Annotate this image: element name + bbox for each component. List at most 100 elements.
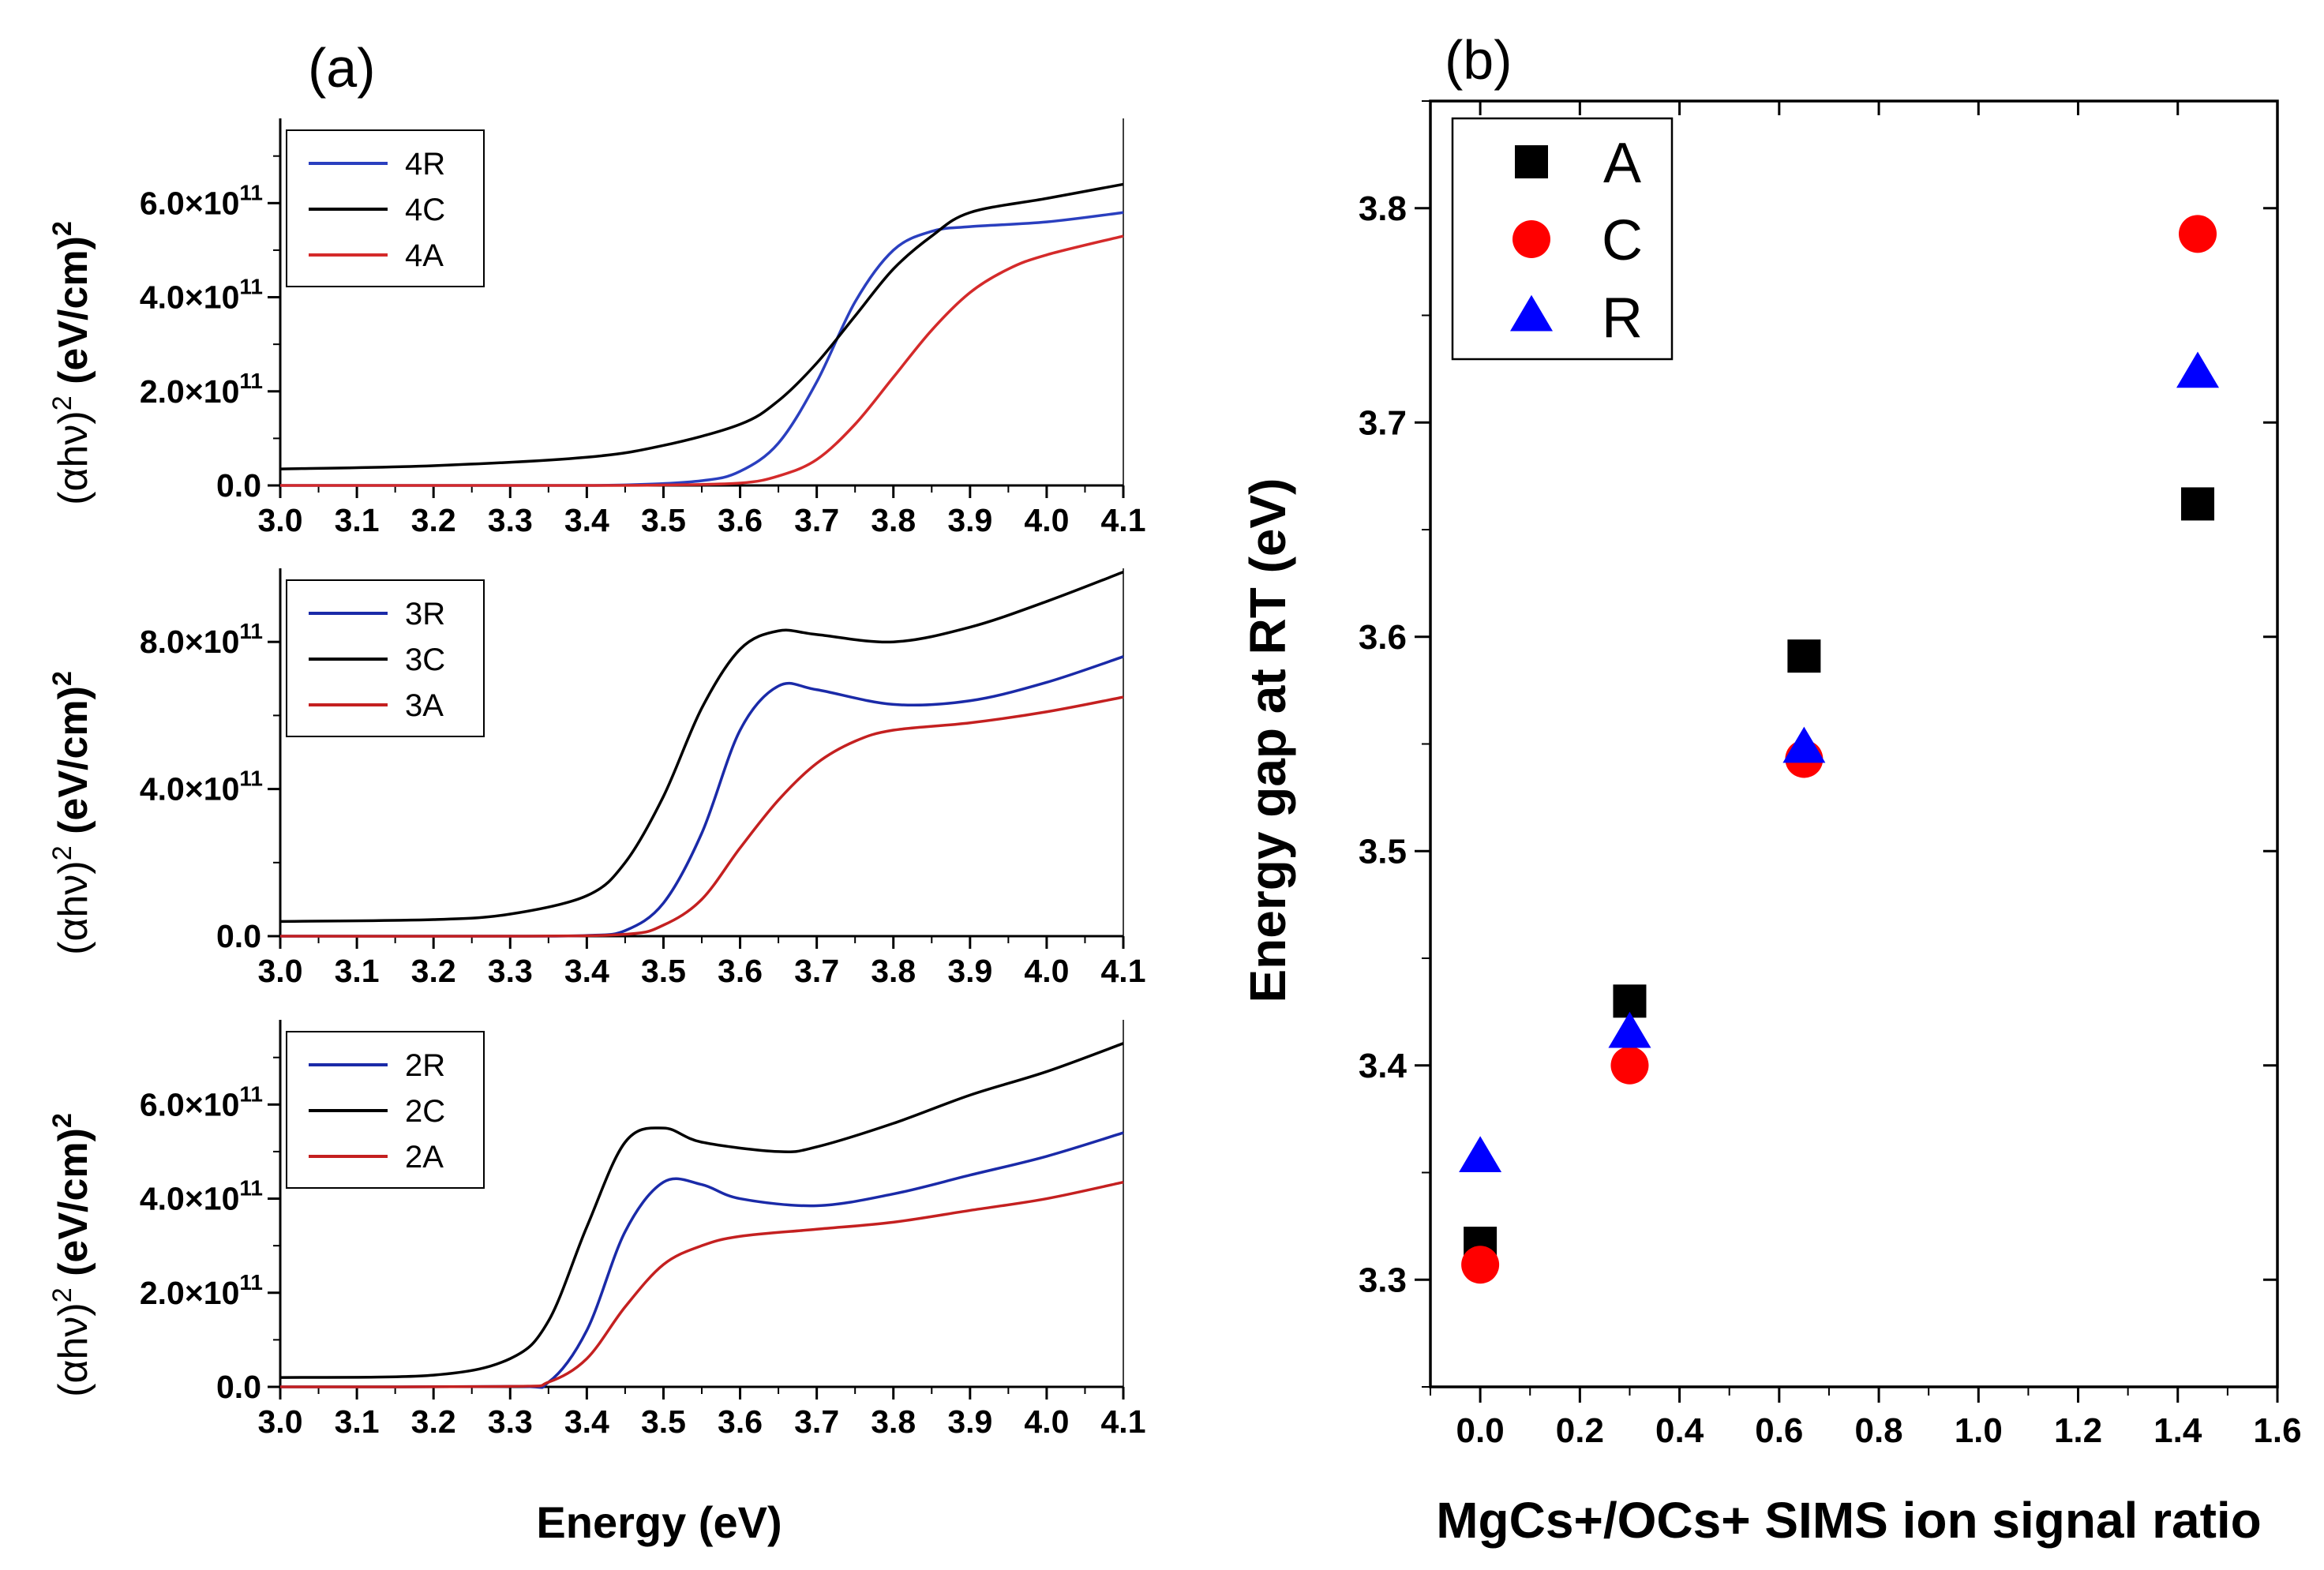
y-tick-label: 3.6: [1359, 618, 1407, 657]
y-tick-label: 6.0×1011: [140, 180, 263, 221]
y-tick-label: 3.7: [1359, 403, 1407, 442]
legend-label-2C: 2C: [405, 1094, 445, 1129]
x-tick-label: 4.1: [1101, 953, 1146, 989]
x-tick-label: 3.1: [335, 1403, 380, 1440]
x-tick-label: 3.9: [947, 502, 992, 538]
point-R: [1608, 1011, 1651, 1048]
y-tick-label: 3.8: [1359, 189, 1407, 228]
legend-label-2A: 2A: [405, 1140, 444, 1175]
point-R: [1782, 726, 1826, 763]
x-tick-label: 0.2: [1556, 1411, 1604, 1450]
x-tick-label: 0.8: [1854, 1411, 1902, 1450]
legend-marker-C: [1512, 220, 1550, 258]
legend-marker-R: [1510, 294, 1553, 332]
legend-label-3C: 3C: [405, 643, 445, 677]
x-tick-label: 3.0: [258, 502, 303, 538]
x-tick-label: 3.5: [641, 953, 686, 989]
y-tick-label: 4.0×1011: [140, 766, 263, 807]
legend-label-4C: 4C: [405, 193, 445, 227]
x-tick-label: 3.0: [258, 953, 303, 989]
series-line-3A: [279, 695, 1124, 938]
legend-label-4R: 4R: [405, 147, 445, 182]
panel-a: (a) 3.0 3.1 3.2 3.3 3.4 3.5 3.6 3.7 3.8 3.9 4.0 4.1…: [47, 37, 1146, 1547]
x-tick-label: 3.1: [335, 502, 380, 538]
scatter-plot: 0.0 0.2 0.4 0.6 0.8 1.0 1.2 1.4 1.6 3.3 3.4 3.5 3.6 3…: [1359, 99, 2302, 1450]
x-tick-label: 3.9: [947, 953, 992, 989]
legend-label-C: C: [1602, 209, 1643, 272]
y-axis-label-3: (αhν)2 (eV/cm)2: [47, 1113, 96, 1397]
x-tick-label: 3.2: [411, 502, 456, 538]
x-tick-label: 1.4: [2153, 1411, 2202, 1450]
x-tick-label: 0.6: [1755, 1411, 1803, 1450]
point-R: [1459, 1136, 1502, 1172]
x-tick-label: 0.0: [1456, 1411, 1505, 1450]
y-tick-label: 2.0×1011: [140, 369, 263, 410]
x-tick-label: 3.6: [718, 1403, 763, 1440]
x-tick-label: 3.4: [564, 953, 609, 989]
y-tick-label: 3.4: [1359, 1047, 1408, 1085]
point-C: [1461, 1246, 1500, 1284]
y-axis-label-1: (αhν)2 (eV/cm)2: [47, 221, 96, 505]
series-line-4A: [279, 234, 1124, 487]
y-tick-label: 3.5: [1359, 832, 1407, 871]
point-C: [2179, 215, 2217, 253]
x-tick-label: 3.3: [488, 502, 533, 538]
y-tick-label: 0.0: [216, 1369, 261, 1405]
x-tick-label: 3.5: [641, 1403, 686, 1440]
series-line-4C: [279, 182, 1124, 470]
x-tick-label: 1.2: [2054, 1411, 2102, 1450]
y-tick-label: 0.0: [216, 918, 261, 954]
point-A: [2181, 487, 2215, 521]
y-tick-label: 2.0×1011: [140, 1270, 263, 1311]
panel-b-label: (b): [1445, 29, 1512, 91]
y-tick-label: 8.0×1011: [140, 619, 263, 660]
legend-label-3A: 3A: [405, 688, 444, 723]
x-tick-label: 4.1: [1101, 1403, 1146, 1440]
x-tick-label: 3.7: [794, 1403, 839, 1440]
point-A: [1787, 639, 1821, 673]
y-tick-label: 6.0×1011: [140, 1081, 263, 1122]
subplot-2: 3.0 3.1 3.2 3.3 3.4 3.5 3.6 3.7 3.8 3.9 4.0 4.1 0.0 4…: [140, 568, 1146, 989]
x-tick-label: 3.6: [718, 502, 763, 538]
x-tick-label: 3.3: [488, 1403, 533, 1440]
x-tick-label: 3.8: [871, 502, 916, 538]
x-axis-label-b: MgCs+/OCs+ SIMS ion signal ratio: [1436, 1492, 2262, 1549]
subplot-3: 3.0 3.1 3.2 3.3 3.4 3.5 3.6 3.7 3.8 3.9 4.0 4.1 0.0 2…: [140, 1020, 1146, 1440]
y-tick-label: 3.3: [1359, 1261, 1407, 1299]
x-tick-label: 4.0: [1024, 1403, 1069, 1440]
subplot-1: 3.0 3.1 3.2 3.3 3.4 3.5 3.6 3.7 3.8 3.9 4.0 4.1 0.0 2…: [140, 118, 1146, 538]
y-axis-label-b: Energy gap at RT (eV): [1239, 478, 1296, 1003]
x-tick-label: 3.9: [947, 1403, 992, 1440]
series-line-2C: [279, 1042, 1124, 1379]
x-tick-label: 3.4: [564, 1403, 609, 1440]
x-tick-label: 3.4: [564, 502, 609, 538]
series-line-2A: [279, 1180, 1124, 1388]
x-tick-label: 3.2: [411, 953, 456, 989]
y-tick-label: 4.0×1011: [140, 1176, 263, 1217]
point-C: [1610, 1046, 1649, 1085]
x-tick-label: 3.7: [794, 502, 839, 538]
x-tick-label: 3.2: [411, 1403, 456, 1440]
x-tick-label: 3.6: [718, 953, 763, 989]
panel-b: (b) 0.0 0.2 0.4 0.6 0.8 1.0 1.2 1.4 1.6 3.3 3.4 3.5…: [1239, 29, 2302, 1549]
x-tick-label: 3.1: [335, 953, 380, 989]
legend-label-A: A: [1603, 132, 1641, 195]
x-tick-label: 1.0: [1955, 1411, 2003, 1450]
x-tick-label: 0.4: [1655, 1411, 1704, 1450]
x-tick-label: 4.0: [1024, 953, 1069, 989]
point-R: [2176, 351, 2220, 388]
x-tick-label: 1.6: [2253, 1411, 2301, 1450]
legend-box: [1451, 117, 1674, 361]
x-tick-label: 3.8: [871, 1403, 916, 1440]
legend-label-3R: 3R: [405, 597, 445, 631]
x-tick-label: 3.8: [871, 953, 916, 989]
legend-label-4A: 4A: [405, 238, 444, 273]
x-tick-label: 3.0: [258, 1403, 303, 1440]
legend-label-2R: 2R: [405, 1048, 445, 1083]
x-tick-label: 4.0: [1024, 502, 1069, 538]
x-tick-label: 3.5: [641, 502, 686, 538]
series-line-3C: [279, 571, 1124, 924]
y-tick-label: 4.0×1011: [140, 275, 263, 316]
x-tick-label: 3.7: [794, 953, 839, 989]
